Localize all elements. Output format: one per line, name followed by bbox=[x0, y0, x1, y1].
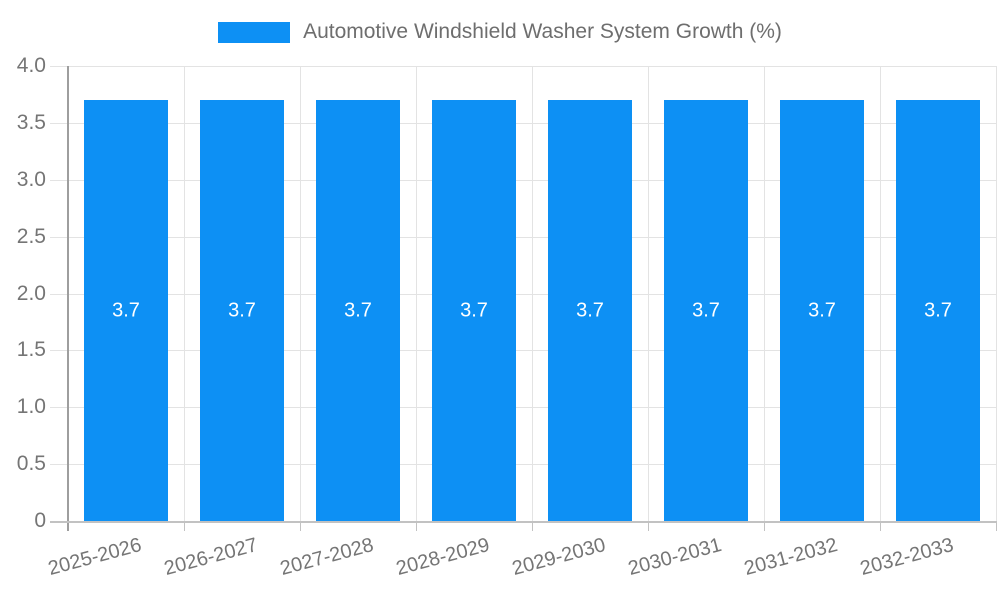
legend-swatch bbox=[218, 21, 291, 43]
y-axis-tick bbox=[50, 66, 68, 67]
bar bbox=[896, 100, 980, 521]
y-tick-label: 3.5 bbox=[16, 111, 46, 134]
bar-value-label: 3.7 bbox=[808, 299, 836, 322]
y-axis-tick bbox=[50, 350, 68, 351]
y-axis-tick bbox=[50, 237, 68, 238]
v-gridline bbox=[764, 66, 765, 521]
y-axis-tick bbox=[50, 123, 68, 124]
legend-label: Automotive Windshield Washer System Grow… bbox=[303, 20, 782, 43]
x-axis-tick bbox=[300, 521, 301, 531]
x-axis-tick bbox=[648, 521, 649, 531]
bar bbox=[432, 100, 516, 521]
bar bbox=[316, 100, 400, 521]
v-gridline bbox=[184, 66, 185, 521]
y-tick-label: 3.0 bbox=[16, 168, 46, 191]
v-gridline bbox=[300, 66, 301, 521]
bar bbox=[664, 100, 748, 521]
y-tick-label: 1.0 bbox=[16, 395, 46, 418]
v-gridline bbox=[880, 66, 881, 521]
bar bbox=[780, 100, 864, 521]
y-tick-label: 2.5 bbox=[16, 225, 46, 248]
y-tick-label: 4.0 bbox=[16, 54, 46, 77]
bar-value-label: 3.7 bbox=[924, 299, 952, 322]
y-tick-label: 2.0 bbox=[16, 282, 46, 305]
y-axis-tick bbox=[50, 464, 68, 465]
y-tick-label: 0.5 bbox=[16, 452, 46, 475]
y-axis-tick bbox=[50, 180, 68, 181]
bar-value-label: 3.7 bbox=[228, 299, 256, 322]
x-axis-tick bbox=[764, 521, 765, 531]
y-axis-tick bbox=[50, 407, 68, 408]
v-gridline bbox=[648, 66, 649, 521]
y-axis-line bbox=[67, 66, 69, 531]
x-axis-line bbox=[50, 521, 996, 523]
x-axis-tick bbox=[532, 521, 533, 531]
v-gridline bbox=[532, 66, 533, 521]
v-gridline bbox=[996, 66, 997, 521]
y-axis-tick bbox=[50, 294, 68, 295]
y-tick-label: 1.5 bbox=[16, 338, 46, 361]
x-axis-tick bbox=[880, 521, 881, 531]
x-axis-tick bbox=[184, 521, 185, 531]
legend: Automotive Windshield Washer System Grow… bbox=[0, 19, 1000, 45]
bar-value-label: 3.7 bbox=[344, 299, 372, 322]
bar bbox=[200, 100, 284, 521]
x-axis-tick bbox=[416, 521, 417, 531]
bar bbox=[548, 100, 632, 521]
x-axis-tick bbox=[996, 521, 997, 531]
bar-value-label: 3.7 bbox=[692, 299, 720, 322]
bar bbox=[84, 100, 168, 521]
bar-value-label: 3.7 bbox=[112, 299, 140, 322]
bar-value-label: 3.7 bbox=[576, 299, 604, 322]
v-gridline bbox=[416, 66, 417, 521]
bar-value-label: 3.7 bbox=[460, 299, 488, 322]
y-tick-label: 0 bbox=[34, 509, 46, 532]
